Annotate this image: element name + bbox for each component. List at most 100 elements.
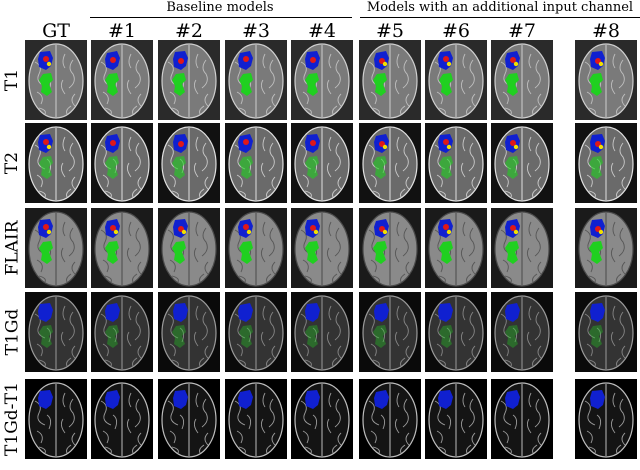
column-label: #3 — [241, 20, 270, 42]
mri-slice — [575, 292, 637, 372]
mri-slice — [158, 292, 220, 372]
brain-scan-image — [25, 123, 87, 203]
column-label: #4 — [307, 20, 336, 42]
column-label: #1 — [107, 20, 136, 42]
brain-scan-image — [25, 208, 87, 288]
mri-slice — [359, 379, 421, 459]
mri-slice — [291, 123, 353, 203]
mri-slice — [359, 40, 421, 120]
brain-scan-image — [25, 40, 87, 120]
brain-scan-image — [225, 208, 287, 288]
row-label-text: T1 — [2, 68, 22, 92]
mri-slice — [425, 379, 487, 459]
brain-scan-image — [291, 292, 353, 372]
mri-slice — [491, 379, 553, 459]
mri-slice — [25, 379, 87, 459]
group-line-baseline — [90, 17, 352, 18]
brain-scan-image — [491, 40, 553, 120]
brain-scan-image — [225, 292, 287, 372]
brain-scan-image — [425, 208, 487, 288]
brain-scan-image — [158, 123, 220, 203]
mri-slice — [158, 123, 220, 203]
mri-slice — [491, 40, 553, 120]
mri-slice — [425, 123, 487, 203]
mri-slice — [291, 379, 353, 459]
row-label: T2 — [0, 123, 24, 203]
mri-slice — [91, 292, 153, 372]
mri-slice — [225, 379, 287, 459]
brain-scan-image — [359, 208, 421, 288]
brain-scan-image — [158, 379, 220, 459]
brain-scan-image — [491, 292, 553, 372]
brain-scan-image — [91, 379, 153, 459]
mri-slice — [575, 379, 637, 459]
mri-slice — [575, 40, 637, 120]
mri-slice — [291, 292, 353, 372]
brain-scan-image — [425, 292, 487, 372]
brain-scan-image — [491, 379, 553, 459]
mri-slice — [425, 292, 487, 372]
mri-slice — [225, 40, 287, 120]
mri-slice — [225, 123, 287, 203]
row-label: T1Gd — [0, 292, 24, 372]
group-line-additional-channel — [360, 17, 640, 18]
brain-scan-image — [575, 123, 637, 203]
mri-slice — [225, 208, 287, 288]
mri-slice — [25, 292, 87, 372]
brain-scan-image — [225, 40, 287, 120]
column-label: #5 — [375, 20, 404, 42]
mri-slice — [425, 208, 487, 288]
brain-scan-image — [359, 123, 421, 203]
mri-slice — [575, 123, 637, 203]
mri-slice — [575, 208, 637, 288]
column-label: #2 — [174, 20, 203, 42]
row-label: T1 — [0, 40, 24, 120]
brain-scan-image — [291, 379, 353, 459]
column-group-additional-channel: Models with an additional input channel — [366, 0, 634, 15]
brain-scan-image — [91, 123, 153, 203]
brain-scan-image — [575, 292, 637, 372]
row-label-text: T1Gd — [2, 308, 22, 356]
brain-scan-image — [25, 379, 87, 459]
brain-scan-image — [225, 379, 287, 459]
brain-scan-image — [291, 123, 353, 203]
brain-scan-image — [91, 40, 153, 120]
mri-slice — [158, 379, 220, 459]
mri-slice — [91, 40, 153, 120]
mri-slice — [359, 208, 421, 288]
brain-scan-image — [491, 123, 553, 203]
column-label: GT — [42, 20, 70, 42]
mri-slice — [291, 208, 353, 288]
mri-slice — [491, 123, 553, 203]
brain-scan-image — [158, 40, 220, 120]
brain-scan-image — [91, 208, 153, 288]
brain-scan-image — [291, 208, 353, 288]
mri-slice — [359, 123, 421, 203]
row-label: T1Gd-T1 — [0, 379, 24, 459]
column-label: #7 — [507, 20, 536, 42]
row-label-text: T2 — [2, 151, 22, 175]
brain-scan-image — [225, 123, 287, 203]
brain-scan-image — [491, 208, 553, 288]
brain-scan-image — [425, 40, 487, 120]
column-label: #6 — [441, 20, 470, 42]
brain-scan-image — [359, 40, 421, 120]
brain-scan-image — [575, 208, 637, 288]
mri-slice — [158, 40, 220, 120]
column-group-baseline: Baseline models — [166, 0, 274, 15]
brain-scan-image — [359, 379, 421, 459]
row-label: FLAIR — [0, 208, 24, 288]
brain-scan-image — [91, 292, 153, 372]
mri-slice — [425, 40, 487, 120]
brain-scan-image — [575, 40, 637, 120]
mri-slice — [91, 123, 153, 203]
mri-slice — [359, 292, 421, 372]
column-label: #8 — [591, 20, 620, 42]
brain-scan-image — [158, 208, 220, 288]
row-label-text: FLAIR — [2, 220, 23, 276]
mri-slice — [25, 40, 87, 120]
mri-slice — [91, 379, 153, 459]
brain-scan-image — [575, 379, 637, 459]
brain-scan-image — [425, 123, 487, 203]
mri-slice — [225, 292, 287, 372]
